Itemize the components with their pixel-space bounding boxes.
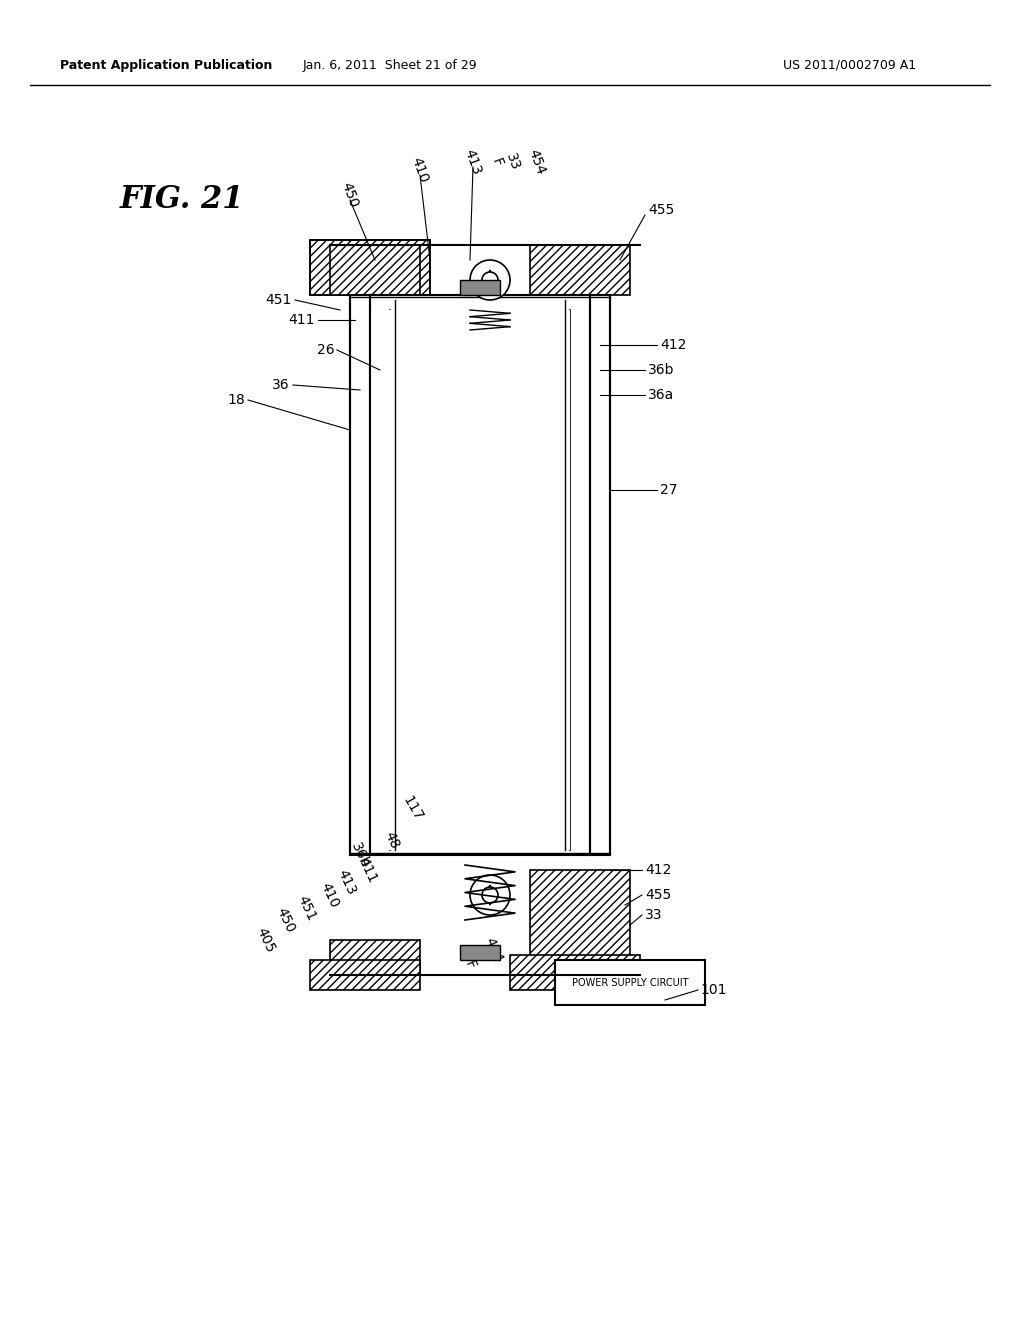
Polygon shape	[530, 246, 630, 294]
Text: 450: 450	[339, 181, 361, 210]
Text: 450: 450	[273, 906, 297, 935]
Bar	[555, 960, 705, 1005]
Text: 18: 18	[227, 393, 245, 407]
Text: 33: 33	[645, 908, 663, 921]
Text: Jan. 6, 2011  Sheet 21 of 29: Jan. 6, 2011 Sheet 21 of 29	[303, 58, 477, 71]
Text: 410: 410	[318, 880, 342, 909]
Text: 413: 413	[335, 867, 359, 896]
FancyBboxPatch shape	[310, 240, 430, 294]
Text: 36a: 36a	[648, 388, 674, 403]
Text: 412: 412	[645, 863, 672, 876]
Polygon shape	[510, 954, 640, 990]
Text: 454: 454	[481, 935, 505, 965]
Text: 455: 455	[648, 203, 674, 216]
Text: Patent Application Publication: Patent Application Publication	[60, 58, 272, 71]
Text: 101: 101	[700, 983, 726, 997]
Polygon shape	[330, 940, 420, 975]
Text: 451: 451	[295, 894, 318, 923]
Text: F: F	[462, 958, 478, 972]
Circle shape	[470, 875, 510, 915]
Text: POWER SUPPLY CIRCUIT: POWER SUPPLY CIRCUIT	[571, 978, 688, 987]
Text: 455: 455	[645, 888, 672, 902]
Text: 48: 48	[382, 829, 402, 851]
Text: 26: 26	[317, 343, 335, 356]
Text: 411: 411	[356, 855, 380, 884]
Polygon shape	[330, 246, 420, 294]
Text: 27: 27	[660, 483, 678, 498]
Bar	[390, 310, 570, 850]
Text: 454: 454	[526, 148, 548, 177]
Text: 36b: 36b	[648, 363, 675, 378]
Text: 36b: 36b	[348, 840, 372, 870]
Text: 410: 410	[409, 156, 431, 185]
Text: US 2011/0002709 A1: US 2011/0002709 A1	[783, 58, 916, 71]
Polygon shape	[530, 870, 630, 975]
Circle shape	[482, 272, 498, 288]
Text: F: F	[489, 156, 505, 168]
Text: 412: 412	[660, 338, 686, 352]
Text: 36: 36	[272, 378, 290, 392]
Text: 411: 411	[289, 313, 315, 327]
Bar	[370, 310, 390, 850]
Bar	[460, 945, 500, 960]
Circle shape	[470, 260, 510, 300]
Text: FIG. 21: FIG. 21	[120, 185, 245, 215]
Circle shape	[482, 887, 498, 903]
Bar	[460, 280, 500, 294]
Text: 117: 117	[400, 793, 425, 822]
Polygon shape	[310, 960, 420, 990]
Text: 405: 405	[253, 925, 276, 954]
Text: 413: 413	[462, 148, 484, 177]
Text: 451: 451	[265, 293, 292, 308]
Text: 33: 33	[504, 152, 522, 173]
